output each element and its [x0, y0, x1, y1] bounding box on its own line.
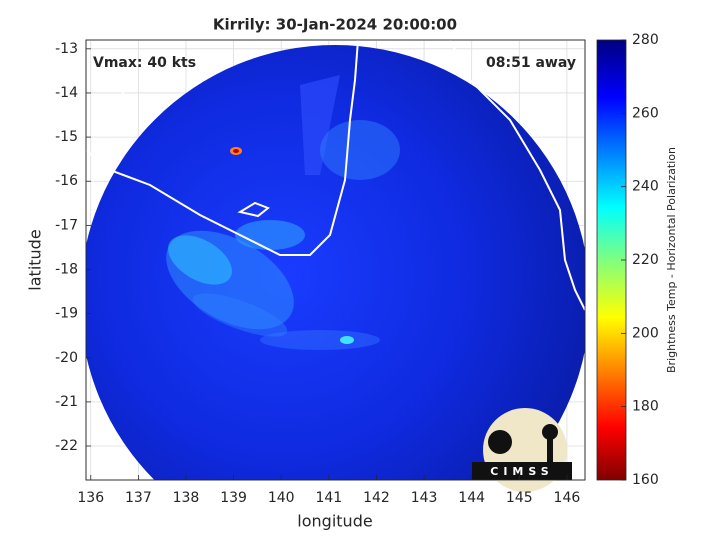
logo-text: CIMSS [490, 465, 553, 478]
annotation: 08:51 away [486, 55, 576, 71]
y-tick-label: -18 [55, 261, 78, 277]
x-tick-label: 136 [77, 490, 104, 506]
y-tick-label: -17 [55, 217, 78, 233]
y-tick-label: -14 [55, 85, 78, 101]
colorbar-tick-label: 180 [632, 399, 659, 415]
colorbar-label: Brightness Temp - Horizontal Polarizatio… [665, 147, 678, 373]
x-tick-label: 144 [458, 490, 485, 506]
y-tick-label: -19 [55, 306, 78, 322]
y-tick-label: -15 [55, 129, 78, 145]
y-tick-label: -16 [55, 173, 78, 189]
plot-frame [85, 39, 586, 481]
colorbar-tick-label: 160 [632, 472, 659, 488]
y-axis-label: latitude [26, 229, 45, 290]
y-tick-label: -21 [55, 394, 78, 410]
y-tick-label: -13 [55, 41, 78, 57]
annotation: Vmax: 40 kts [93, 55, 196, 71]
colorbar-tick-label: 200 [632, 325, 659, 341]
x-axis-label: longitude [297, 512, 372, 531]
colorbar-tick-label: 220 [632, 252, 659, 268]
x-tick-label: 146 [554, 490, 581, 506]
x-tick-label: 141 [315, 490, 342, 506]
colorbar-tick-label: 280 [632, 32, 659, 48]
x-tick-label: 143 [411, 490, 438, 506]
chart-title: Kirrily: 30-Jan-2024 20:00:00 [213, 16, 457, 34]
logo: CIMSS [472, 408, 572, 492]
y-tick-label: -22 [55, 438, 78, 454]
x-tick-label: 138 [173, 490, 200, 506]
y-tick-label: -20 [55, 350, 78, 366]
x-tick-label: 140 [268, 490, 295, 506]
colorbar-tick-label: 240 [632, 179, 659, 195]
x-tick-label: 139 [220, 490, 247, 506]
colorbar-tick-label: 260 [632, 105, 659, 121]
x-tick-label: 145 [506, 490, 533, 506]
x-tick-label: 142 [363, 490, 390, 506]
satellite-image [86, 40, 585, 480]
x-tick-label: 137 [125, 490, 152, 506]
